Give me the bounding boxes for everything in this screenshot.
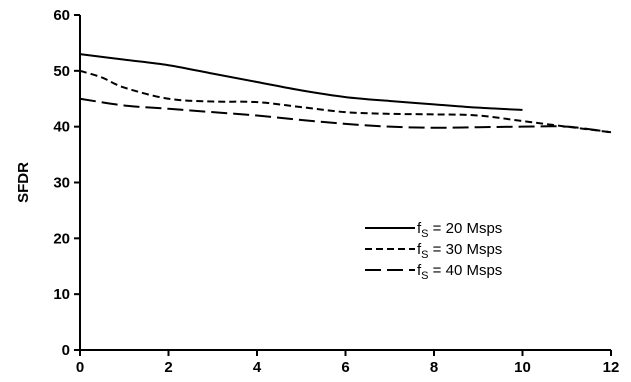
axes xyxy=(79,15,611,351)
x-tick-label: 8 xyxy=(430,359,438,376)
y-tick-label: 20 xyxy=(53,230,70,247)
x-tick-label: 6 xyxy=(341,359,349,376)
y-axis-title: SFDR xyxy=(15,162,32,203)
legend-label-1: fS = 20 Msps xyxy=(417,220,502,240)
series-line-1 xyxy=(79,53,523,111)
y-tick-label: 10 xyxy=(53,286,70,303)
x-tick-label: 4 xyxy=(253,359,262,376)
x-tick-label: 10 xyxy=(514,359,531,376)
y-axis-ticks: 0 10 20 30 40 50 60 xyxy=(53,7,80,359)
y-tick-label: 0 xyxy=(62,342,70,359)
y-tick-label: 50 xyxy=(53,63,70,80)
x-axis-ticks: 0 2 4 6 8 10 12 xyxy=(76,350,620,376)
series-layer xyxy=(79,53,612,134)
x-tick-label: 2 xyxy=(164,359,172,376)
legend-label-3: fS = 40 Msps xyxy=(417,262,502,282)
series-line-3 xyxy=(79,97,612,134)
series-line-2 xyxy=(79,69,612,134)
legend-label-2: fS = 30 Msps xyxy=(417,241,502,261)
y-tick-label: 40 xyxy=(53,119,70,136)
y-tick-label: 60 xyxy=(53,7,70,24)
x-tick-label: 0 xyxy=(76,359,84,376)
x-tick-label: 12 xyxy=(603,359,620,376)
y-tick-label: 30 xyxy=(53,175,70,192)
